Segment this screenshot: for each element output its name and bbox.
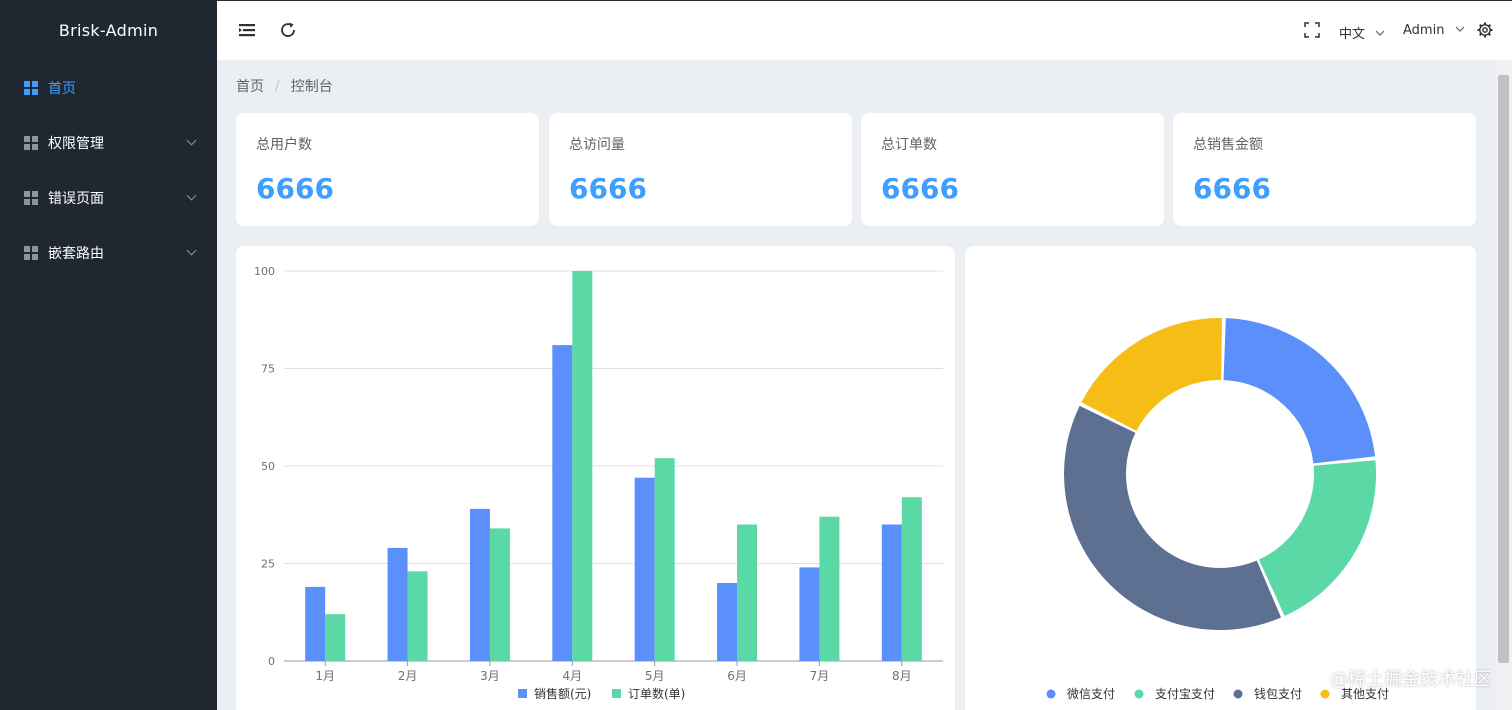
user-name: Admin [1403, 23, 1445, 38]
bar[interactable] [634, 477, 655, 661]
y-tick-label: 25 [261, 558, 275, 571]
bar[interactable] [305, 586, 326, 661]
x-tick-label: 7月 [810, 669, 830, 683]
bar[interactable] [819, 516, 840, 661]
user-dropdown[interactable]: Admin [1403, 23, 1465, 38]
bar[interactable] [489, 528, 510, 661]
top-header: 中文 Admin [217, 0, 1512, 60]
bar-chart-panel: 0 25 50 75 100 1月 2月 3月 4月 5月 6月 7月 8月销售额(元) 订单数(单) [236, 246, 955, 710]
sidebar-item-nested-routes[interactable]: 嵌套路由 [0, 225, 217, 280]
sidebar-item-error-pages[interactable]: 错误页面 [0, 170, 217, 225]
chevron-down-icon [186, 135, 197, 146]
legend-swatch[interactable] [1320, 689, 1330, 699]
breadcrumb-current: 控制台 [290, 79, 333, 95]
bar[interactable] [552, 345, 573, 661]
legend-swatch[interactable] [518, 689, 527, 698]
y-tick-label: 100 [254, 265, 275, 278]
stat-value: 6666 [1193, 172, 1271, 205]
donut-slice[interactable] [1081, 318, 1222, 431]
legend-swatch[interactable] [1233, 689, 1243, 699]
bar[interactable] [881, 524, 902, 662]
sidebar-item-label: 错误页面 [48, 190, 104, 207]
legend-label[interactable]: 销售额(元) [534, 686, 591, 701]
x-tick-label: 2月 [398, 669, 418, 683]
legend-label[interactable]: 钱包支付 [1254, 686, 1302, 701]
sidebar-item-permissions[interactable]: 权限管理 [0, 115, 217, 170]
scrollbar-thumb[interactable] [1498, 75, 1509, 663]
bar[interactable] [469, 508, 490, 661]
bar[interactable] [572, 271, 593, 661]
donut-chart-panel: 微信支付 支付宝支付 钱包支付 其他支付 [965, 246, 1476, 710]
breadcrumb-separator: / [275, 78, 280, 94]
grid-icon [24, 80, 38, 95]
watermark: @稀土掘金技术社区 [1330, 669, 1492, 690]
grid-icon [24, 135, 38, 150]
y-tick-label: 75 [261, 363, 275, 376]
bar[interactable] [799, 567, 820, 661]
chevron-down-icon [1455, 26, 1465, 32]
bar[interactable] [387, 547, 408, 661]
grid-icon [24, 190, 38, 205]
chevron-down-icon [186, 190, 197, 201]
sidebar: Brisk-Admin 首页 权限管理 错误页面 嵌套路由 [0, 0, 217, 710]
x-tick-label: 4月 [562, 669, 582, 683]
donut-slice[interactable] [1258, 460, 1376, 616]
bar[interactable] [407, 571, 428, 661]
sidebar-item-label: 嵌套路由 [48, 245, 104, 262]
stat-value: 6666 [256, 172, 334, 205]
stat-card-users: 总用户数 6666 [236, 113, 539, 226]
refresh-icon[interactable] [277, 19, 299, 41]
x-tick-label: 8月 [892, 669, 912, 683]
breadcrumb-home[interactable]: 首页 [236, 79, 264, 95]
stat-card-sales: 总销售金额 6666 [1173, 113, 1476, 226]
grid-icon [24, 245, 38, 260]
donut-slice[interactable] [1223, 318, 1376, 464]
app-logo: Brisk-Admin [58, 21, 159, 40]
gear-icon[interactable] [1474, 19, 1496, 41]
hamburger-icon[interactable] [236, 19, 258, 41]
x-tick-label: 6月 [727, 669, 747, 683]
breadcrumb: 首页 / 控制台 [236, 76, 333, 96]
stat-value: 6666 [881, 172, 959, 205]
donut-slice[interactable] [1064, 405, 1282, 630]
chevron-down-icon [1375, 30, 1385, 36]
bar[interactable] [901, 497, 922, 661]
legend-swatch[interactable] [1134, 689, 1144, 699]
sidebar-item-label: 首页 [48, 80, 76, 97]
x-tick-label: 1月 [315, 669, 335, 683]
legend-swatch[interactable] [612, 689, 621, 698]
x-tick-label: 5月 [645, 669, 665, 683]
language-label: 中文 [1339, 27, 1366, 42]
stat-label: 总用户数 [256, 137, 312, 153]
chevron-down-icon [186, 245, 197, 256]
legend-swatch[interactable] [1046, 689, 1056, 699]
legend-label[interactable]: 订单数(单) [628, 686, 685, 701]
bar[interactable] [737, 524, 758, 662]
y-tick-label: 0 [268, 655, 275, 668]
stat-label: 总访问量 [569, 137, 625, 153]
stat-label: 总销售金额 [1193, 137, 1263, 153]
language-dropdown[interactable]: 中文 [1339, 23, 1385, 42]
bar[interactable] [654, 458, 675, 661]
donut-chart: 微信支付 支付宝支付 钱包支付 其他支付 [1046, 318, 1389, 701]
x-tick-label: 3月 [480, 669, 500, 683]
bar[interactable] [717, 583, 738, 661]
y-tick-label: 50 [261, 460, 275, 473]
legend-label[interactable]: 微信支付 [1067, 687, 1115, 701]
legend-label[interactable]: 其他支付 [1341, 687, 1389, 701]
legend-label[interactable]: 支付宝支付 [1155, 687, 1215, 701]
stat-card-visits: 总访问量 6666 [549, 113, 852, 226]
stat-label: 总订单数 [881, 137, 937, 153]
fullscreen-icon[interactable] [1301, 19, 1323, 41]
sidebar-item-label: 权限管理 [48, 135, 104, 152]
sidebar-item-home[interactable]: 首页 [0, 60, 217, 115]
stat-value: 6666 [569, 172, 647, 205]
stat-card-orders: 总订单数 6666 [861, 113, 1164, 226]
bar[interactable] [325, 614, 346, 661]
